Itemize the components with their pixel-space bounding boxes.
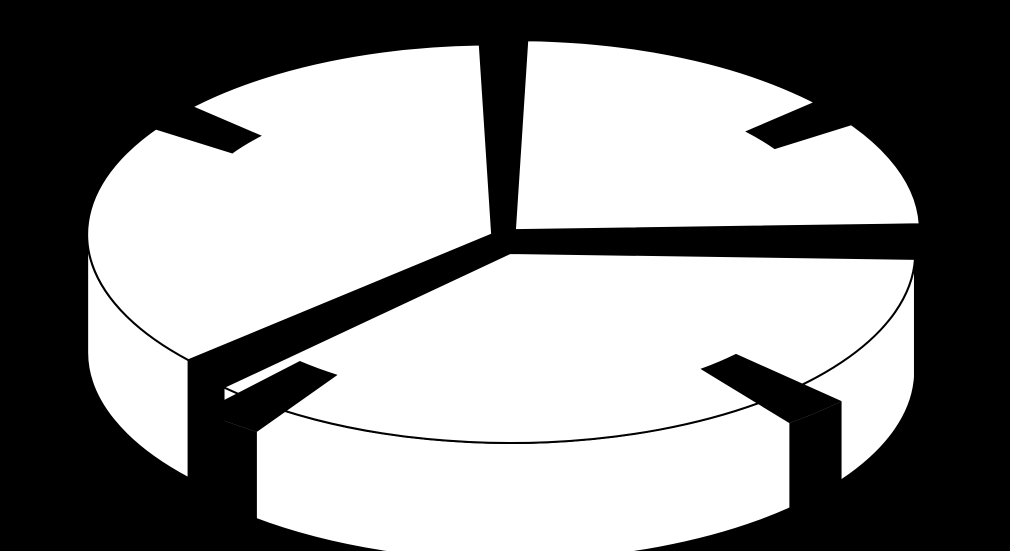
pie-slice (789, 401, 841, 541)
pie-slice (202, 412, 257, 550)
pie-slice (515, 40, 920, 230)
pie-chart (0, 0, 1010, 551)
pie-chart-svg (0, 0, 1010, 551)
